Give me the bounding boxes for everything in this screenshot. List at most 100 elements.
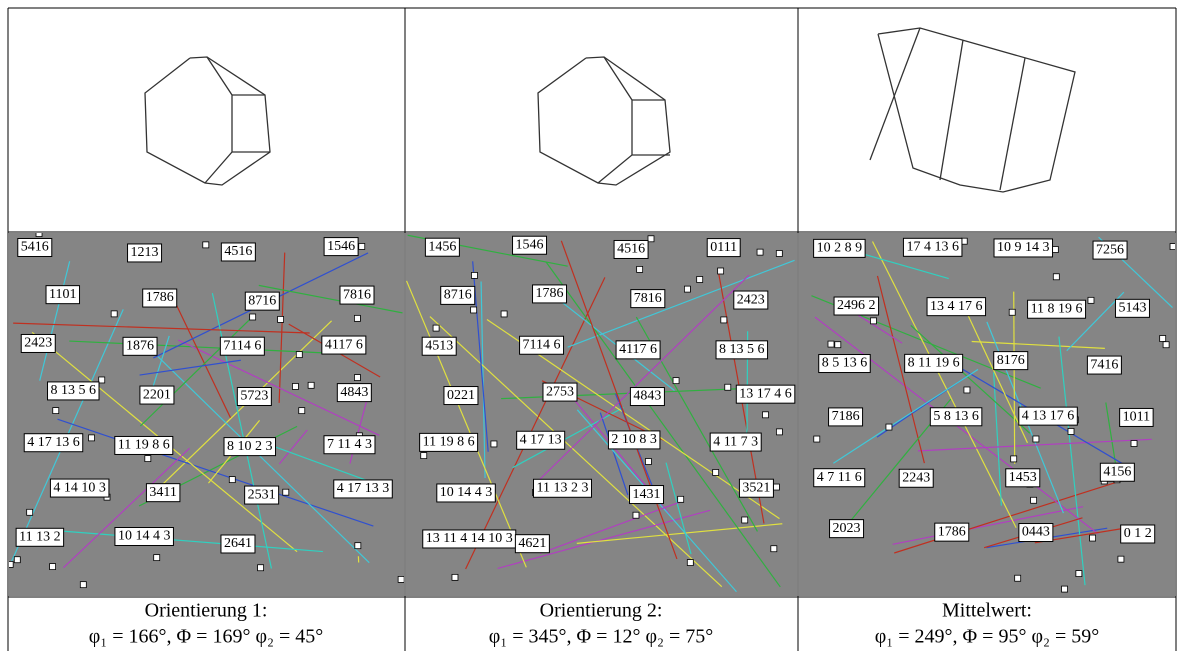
pole-index: 2496 2 (837, 298, 876, 313)
pole-marker (36, 231, 42, 237)
kikuchi-pattern: 1456154645160111871617867816242345137114… (406, 233, 797, 596)
pole-marker (50, 564, 56, 570)
pole-index: 11 8 19 6 (1031, 301, 1083, 316)
pole-marker (725, 384, 731, 390)
pole-index: 5416 (21, 240, 49, 255)
pole-marker (645, 459, 651, 465)
pole-index: 13 4 17 6 (930, 299, 983, 314)
pole-marker (814, 436, 820, 442)
pole-marker (964, 387, 970, 393)
pole-index: 7416 (1090, 357, 1118, 372)
pole-marker (359, 243, 365, 249)
pole-index: 1546 (516, 237, 544, 252)
pole-index: 13 11 4 14 10 3 (426, 531, 513, 546)
pole-index: 5143 (1118, 301, 1146, 316)
pole-marker (1031, 497, 1037, 503)
pole-index: 7 11 4 3 (327, 437, 372, 452)
pole-marker (1076, 571, 1082, 577)
caption: φ₁ = 166°, Φ = 169° φ₂ = 45° (89, 626, 323, 648)
pole-index: 17 4 13 6 (906, 240, 959, 255)
pole-marker (1090, 535, 1096, 541)
pole-index: 4156 (1103, 464, 1131, 479)
pole-index: 4 13 17 6 (1022, 408, 1075, 423)
pole-index: 11 19 8 6 (118, 438, 170, 453)
pole-index: 2423 (737, 292, 765, 307)
pole-marker (763, 412, 769, 418)
pole-index: 8 5 13 6 (822, 356, 868, 371)
pole-marker (1052, 247, 1058, 253)
pole-marker (53, 408, 59, 414)
pole-marker (203, 242, 209, 248)
pole-index: 1456 (428, 239, 456, 254)
pole-index: 2753 (546, 384, 574, 399)
pole-index: 8 13 5 6 (51, 383, 97, 398)
pole-index: 2423 (24, 336, 52, 351)
pole-index: 1876 (126, 339, 154, 354)
pole-index: 1786 (536, 286, 564, 301)
pole-index: 11 19 8 6 (423, 435, 475, 450)
pole-index: 8 10 2 3 (227, 439, 273, 454)
pole-index: 7186 (832, 409, 860, 424)
pole-marker (27, 509, 33, 515)
pole-marker (89, 435, 95, 441)
pole-marker (1131, 441, 1137, 447)
pole-marker (308, 382, 314, 388)
kikuchi-pattern: 10 2 8 917 4 13 610 9 14 372562496 213 4… (799, 233, 1176, 596)
pole-marker (673, 378, 679, 384)
pole-marker (471, 307, 477, 313)
pole-index: 2531 (248, 487, 276, 502)
pole-index: 0 1 2 (1124, 526, 1152, 541)
pole-marker (354, 375, 360, 381)
pole-index: 1786 (146, 290, 174, 305)
pole-marker (355, 543, 361, 549)
pole-marker (633, 512, 639, 518)
pole-marker (1053, 274, 1059, 280)
kikuchi-panels: 5416 1213 4516 1546 1101 1786 8716 7816 2423 1876… (7, 231, 1176, 596)
pole-index: 1213 (131, 245, 159, 260)
pole-marker (886, 424, 892, 430)
pole-marker (1088, 297, 1094, 303)
caption: φ₁ = 345°, Φ = 12° φ₂ = 75° (489, 626, 713, 648)
pole-marker (648, 236, 654, 242)
pole-marker (258, 565, 264, 571)
pole-marker (684, 286, 690, 292)
pole-index: 11 13 2 (19, 530, 60, 545)
kikuchi-pattern: 5416121345161546110117868716781624231876… (7, 231, 404, 596)
pole-index: 2023 (833, 521, 861, 536)
pole-index: 1101 (49, 287, 76, 302)
pole-marker (773, 484, 779, 490)
pole-marker (80, 582, 86, 588)
pole-marker (1163, 342, 1169, 348)
pole-index: 1786 (938, 524, 966, 539)
pole-marker (501, 311, 507, 317)
pole-index: 2243 (902, 470, 930, 485)
pole-index: 8716 (444, 288, 472, 303)
pole-index: 7816 (343, 287, 371, 302)
pole-marker (250, 314, 256, 320)
pole-index: 5723 (240, 389, 268, 404)
pole-marker (433, 325, 439, 331)
pole-index: 8 11 19 6 (908, 356, 960, 371)
pole-marker (697, 276, 703, 282)
pole-marker (757, 249, 763, 255)
pole-marker (1033, 436, 1039, 442)
pole-index: 4 11 7 3 (713, 434, 758, 449)
pole-index: 1431 (633, 487, 661, 502)
pole-index: 5 8 13 6 (933, 409, 979, 424)
pole-marker (99, 377, 105, 383)
pole-marker (713, 469, 719, 475)
pole-index: 4516 (617, 242, 645, 257)
pole-index: 4513 (425, 338, 453, 353)
pole-index: 4 7 11 6 (817, 470, 862, 485)
pole-index: 7816 (634, 291, 662, 306)
pole-index: 8176 (997, 353, 1025, 368)
pole-marker (296, 352, 302, 358)
pole-index: 0221 (447, 388, 475, 403)
caption: φ₁ = 249°, Φ = 95° φ₂ = 59° (875, 626, 1099, 648)
caption: Orientierung 1: (145, 600, 268, 622)
pole-marker (491, 441, 497, 447)
pole-marker (776, 429, 782, 435)
pole-marker (687, 560, 693, 566)
pole-marker (771, 546, 777, 552)
crystal-shape-2 (538, 57, 670, 185)
